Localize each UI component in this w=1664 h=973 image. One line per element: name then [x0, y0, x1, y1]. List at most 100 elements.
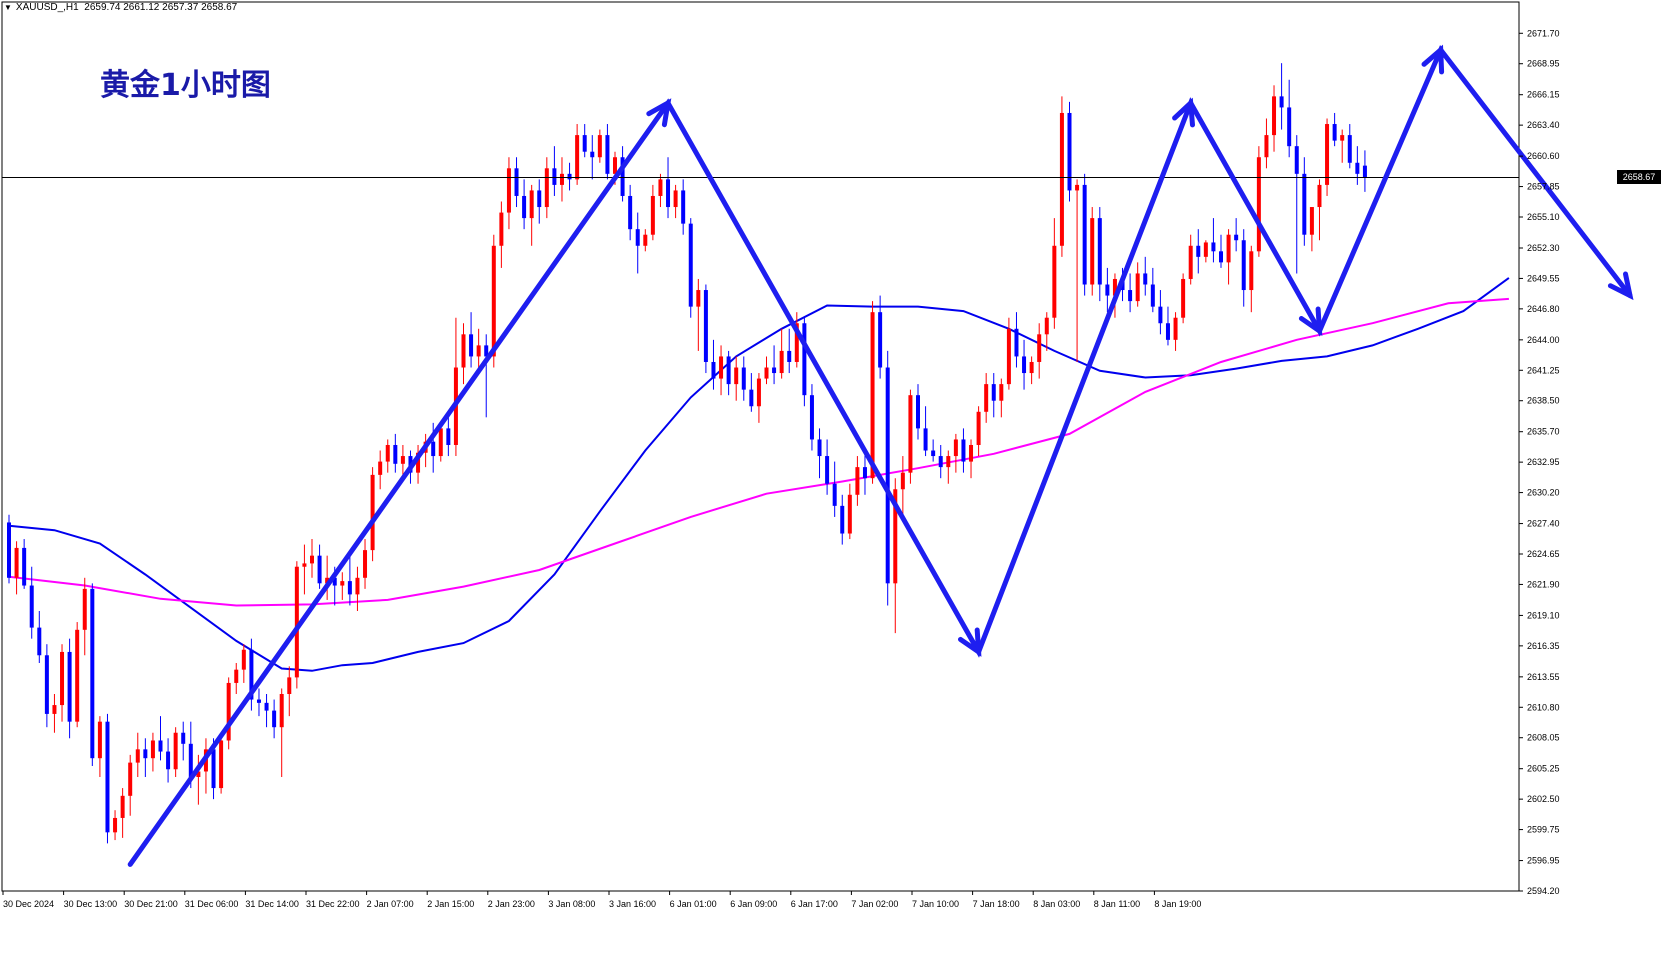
candle-body: [1067, 112, 1072, 191]
candle-body: [787, 350, 792, 362]
candle-body: [809, 395, 814, 440]
candle-body: [772, 367, 777, 374]
candle: [484, 334, 489, 418]
candle-body: [1355, 162, 1360, 174]
candle-body: [726, 356, 731, 385]
candle-body: [279, 694, 284, 728]
candle-body: [1294, 146, 1299, 174]
candle: [219, 732, 224, 794]
candle: [393, 433, 398, 473]
candle: [575, 124, 580, 185]
candle: [1287, 79, 1292, 158]
candle: [67, 638, 72, 739]
candle-body: [1135, 273, 1140, 302]
candle: [635, 212, 640, 274]
candle-body: [476, 345, 481, 357]
candle-body: [1143, 273, 1148, 285]
x-tick-label: 31 Dec 06:00: [185, 899, 239, 909]
candle-body: [393, 444, 398, 464]
candle: [726, 350, 731, 396]
candle: [105, 713, 110, 844]
y-tick-label: 2605.25: [1527, 764, 1560, 774]
candle: [1234, 218, 1239, 252]
trend-arrows: [127, 44, 1634, 867]
candle: [779, 328, 784, 379]
candle: [658, 173, 663, 208]
candle: [317, 544, 322, 589]
candle-body: [196, 771, 201, 778]
candle-body: [461, 334, 466, 368]
plot-area: [1, 1, 1520, 892]
candle: [1181, 273, 1186, 324]
candle: [347, 555, 352, 606]
candle-body: [499, 212, 504, 246]
candle: [741, 356, 746, 401]
symbol-label: XAUUSD_,H1: [15, 2, 79, 13]
candle-body: [885, 367, 890, 584]
candle: [90, 583, 95, 766]
trend-arrowhead: [1421, 44, 1445, 75]
candle-body: [150, 740, 155, 759]
candle: [832, 461, 837, 517]
candle-body: [855, 467, 860, 495]
candle: [1279, 63, 1284, 130]
candle: [984, 373, 989, 423]
candle: [469, 312, 474, 368]
candle: [166, 738, 171, 783]
x-tick-label: 6 Jan 01:00: [670, 899, 717, 909]
candle-body: [1112, 278, 1117, 296]
candle: [1302, 157, 1307, 246]
candle-body: [14, 547, 19, 578]
candle: [1037, 323, 1042, 379]
candle: [1044, 312, 1049, 351]
candle-body: [908, 395, 913, 473]
collapse-triangle-icon[interactable]: ▼: [4, 3, 12, 12]
candle-body: [1332, 124, 1337, 141]
y-tick-label: 2608.05: [1527, 733, 1560, 743]
candle-body: [764, 367, 769, 379]
candle-body: [1287, 107, 1292, 147]
x-tick-label: 31 Dec 22:00: [306, 899, 360, 909]
candle: [1135, 262, 1140, 307]
candle-body: [1158, 306, 1163, 324]
y-tick-label: 2630.20: [1527, 488, 1560, 498]
candle-body: [961, 439, 966, 462]
candle-body: [506, 168, 511, 213]
x-tick-label: 8 Jan 11:00: [1094, 899, 1140, 909]
candle: [476, 328, 481, 374]
candle-body: [529, 190, 534, 219]
trend-arrowhead: [1298, 306, 1323, 336]
candle: [681, 179, 686, 235]
candle: [688, 218, 693, 318]
candle: [590, 135, 595, 180]
candle: [559, 157, 564, 202]
candle: [1309, 207, 1314, 252]
candle: [310, 539, 314, 578]
candle-body: [696, 290, 701, 307]
symbol-header: ▼ XAUUSD_,H1 2659.74 2661.12 2657.37 2658…: [4, 2, 237, 13]
candle-body: [143, 749, 148, 759]
candle-body: [264, 702, 269, 711]
candle-body: [544, 168, 549, 208]
candle-body: [1340, 135, 1345, 141]
trend-arrowhead: [1172, 97, 1195, 128]
candle-body: [7, 522, 11, 578]
candle: [1249, 245, 1254, 313]
candle: [203, 738, 208, 794]
plot-frame: [1, 1, 1520, 892]
candle: [1014, 312, 1019, 368]
candle: [1272, 85, 1277, 152]
y-tick-label: 2613.55: [1527, 672, 1560, 682]
y-tick-label: 2621.90: [1527, 579, 1560, 589]
candle-body: [741, 367, 746, 390]
x-tick-label: 30 Dec 13:00: [64, 899, 118, 909]
candle-body: [666, 179, 671, 208]
candle-body: [1362, 165, 1367, 178]
y-tick-label: 2668.95: [1527, 59, 1560, 69]
candle: [1082, 173, 1087, 296]
candle: [370, 467, 375, 562]
chart-title: 黄金1小时图: [100, 68, 271, 103]
candle: [453, 317, 458, 457]
candle: [976, 406, 981, 457]
